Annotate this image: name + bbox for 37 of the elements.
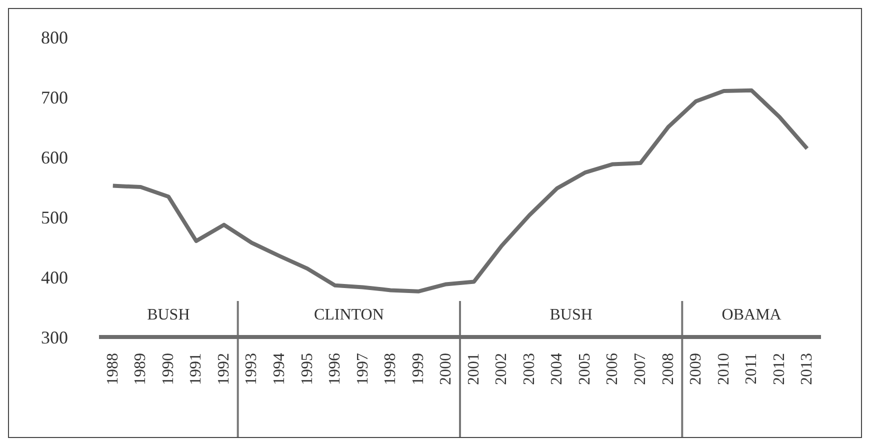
- annotation: CLINTON: [314, 306, 384, 324]
- x-tick-label: 1996: [326, 353, 344, 385]
- line-series: [110, 88, 810, 294]
- x-tick-label: 2013: [798, 353, 816, 385]
- x-tick-label: 1995: [298, 353, 316, 385]
- annotation: BUSH: [147, 306, 190, 324]
- x-tick-label: 2006: [604, 353, 622, 385]
- y-tick-label: 800: [41, 27, 68, 48]
- x-tick-label: 1993: [243, 353, 260, 385]
- x-tick-label: 1992: [215, 353, 232, 385]
- x-tick-label: 1990: [160, 353, 177, 385]
- x-tick-label: 1999: [410, 353, 427, 385]
- x-tick-label: 1998: [382, 353, 400, 385]
- x-tick-label: 2002: [493, 353, 510, 385]
- x-tick-label: 2004: [548, 353, 566, 385]
- x-tick-label: 2000: [438, 353, 455, 385]
- x-tick-label: 1991: [188, 353, 205, 385]
- x-tick-label: 2008: [660, 353, 677, 385]
- x-tick-label: 1989: [132, 353, 150, 385]
- x-tick-label: 2007: [632, 353, 649, 385]
- y-tick-label: 700: [41, 87, 68, 108]
- x-tick-label: 1994: [271, 353, 288, 385]
- annotation: OBAMA: [722, 306, 782, 324]
- x-tick-label: 2005: [576, 353, 594, 385]
- annotation: BUSH: [550, 306, 593, 324]
- x-tick-label: 2012: [770, 353, 788, 385]
- y-tick-label: 500: [41, 207, 68, 228]
- y-tick-label: 400: [41, 267, 68, 288]
- x-tick-label: 1997: [354, 353, 372, 385]
- x-tick-label: 1988: [104, 353, 122, 385]
- x-tick-label: 2011: [743, 353, 760, 384]
- x-tick-label: 2009: [688, 353, 705, 385]
- x-tick-label: 2003: [520, 353, 538, 385]
- y-tick-label: 600: [41, 147, 68, 168]
- x-tick-label: 2001: [465, 353, 482, 385]
- y-tick-label: 300: [41, 327, 68, 348]
- x-tick-label: 2010: [715, 353, 732, 385]
